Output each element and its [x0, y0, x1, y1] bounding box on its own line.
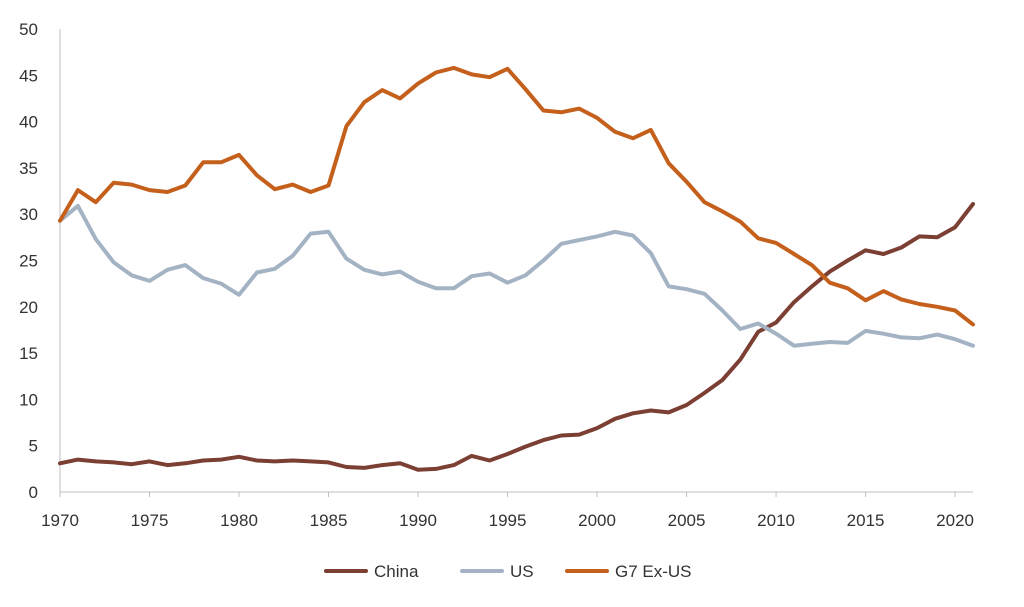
series-lines	[58, 65, 975, 472]
x-tick-label: 2000	[578, 511, 616, 530]
series-line-china	[58, 202, 975, 472]
y-tick-label: 50	[19, 20, 38, 39]
x-tick-label: 1990	[399, 511, 437, 530]
legend: China US G7 Ex-US	[324, 562, 692, 581]
y-tick-label: 0	[29, 483, 38, 502]
x-tick-label: 2020	[936, 511, 974, 530]
y-tick-label: 5	[29, 437, 38, 456]
y-tick-label: 25	[19, 252, 38, 271]
y-tick-label: 40	[19, 113, 38, 132]
x-tick-label: 2015	[847, 511, 885, 530]
legend-item-g7-ex-us: G7 Ex-US	[565, 562, 692, 581]
y-tick-label: 45	[19, 66, 38, 85]
x-tick-label: 1970	[41, 511, 79, 530]
series-line-us	[58, 203, 975, 348]
legend-label: US	[510, 562, 534, 581]
y-tick-label: 30	[19, 205, 38, 224]
legend-label: G7 Ex-US	[615, 562, 692, 581]
x-tick-label: 1980	[220, 511, 258, 530]
y-tick-label: 35	[19, 159, 38, 178]
legend-item-us: US	[460, 562, 534, 581]
legend-label: China	[374, 562, 419, 581]
legend-item-china: China	[324, 562, 419, 581]
x-tick-label: 2005	[668, 511, 706, 530]
x-tick-label: 1975	[131, 511, 169, 530]
y-tick-label: 20	[19, 298, 38, 317]
y-tick-label: 10	[19, 390, 38, 409]
x-tick-label: 1985	[310, 511, 348, 530]
series-line-g7-ex-us	[58, 65, 975, 327]
y-axis: 0 5 10 15 20 25 30 35 40 45 50	[19, 20, 61, 502]
x-tick-label: 1995	[489, 511, 527, 530]
y-tick-label: 15	[19, 344, 38, 363]
x-tick-label: 2010	[757, 511, 795, 530]
x-axis: 1970 1975 1980 1985 1990 1995 2000 2005 2010 2015…	[41, 491, 974, 530]
